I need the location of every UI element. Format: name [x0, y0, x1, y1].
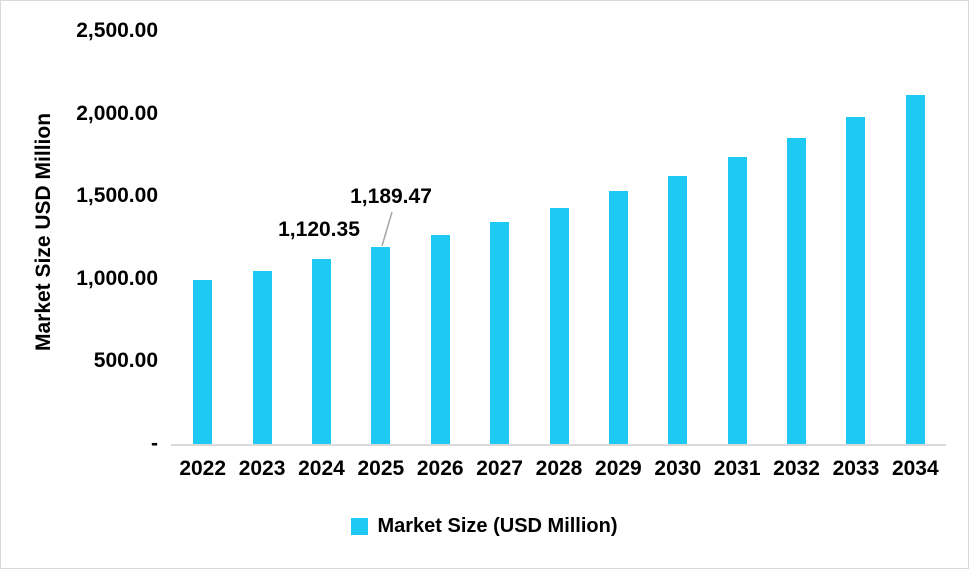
- y-tick-label: 500.00: [93, 349, 158, 373]
- bar-2022: [193, 279, 213, 444]
- x-tick-label-2026: 2026: [416, 457, 464, 480]
- y-tick-label: 1,500.00: [76, 184, 158, 208]
- bar-2029: [608, 191, 628, 444]
- legend: Market Size (USD Million): [1, 515, 968, 538]
- y-tick-label: 2,500.00: [76, 19, 158, 42]
- bar-2030: [668, 175, 688, 444]
- x-tick-label-2027: 2027: [476, 457, 523, 480]
- bar-2023: [252, 270, 272, 444]
- legend-swatch-icon: [351, 518, 369, 535]
- x-axis-line: [171, 444, 946, 446]
- y-tick-label: 1,000.00: [76, 266, 158, 290]
- data-label-2024: 1,120.35: [278, 218, 360, 241]
- x-tick-label-2025: 2025: [357, 457, 405, 480]
- leader-line: [381, 211, 393, 247]
- x-tick-label-2034: 2034: [891, 457, 939, 480]
- x-tick-label-2031: 2031: [713, 457, 761, 480]
- bar-2028: [549, 207, 569, 444]
- bar-2025: [371, 247, 391, 444]
- bar-2026: [430, 235, 450, 444]
- y-axis-title: Market Size USD Million: [32, 112, 55, 352]
- x-tick-label-2032: 2032: [773, 457, 820, 480]
- x-tick-label-2024: 2024: [298, 457, 345, 480]
- x-tick-label-2028: 2028: [535, 457, 583, 480]
- x-tick-label-2022: 2022: [179, 457, 227, 480]
- y-tick-label: -: [151, 432, 158, 455]
- bar-2033: [846, 116, 866, 444]
- bar-2034: [905, 94, 925, 444]
- bar-2031: [727, 157, 747, 444]
- bar-2032: [787, 138, 807, 444]
- legend-label: Market Size (USD Million): [377, 515, 618, 537]
- x-tick-label-2033: 2033: [832, 457, 880, 480]
- bar-2027: [490, 221, 510, 444]
- x-tick-label-2023: 2023: [238, 457, 286, 480]
- x-tick-label-2030: 2030: [654, 457, 702, 480]
- data-label-2025: 1,189.47: [350, 185, 432, 208]
- y-tick-label: 2,000.00: [76, 101, 158, 125]
- x-tick-label-2029: 2029: [595, 457, 642, 480]
- bar-2024: [311, 258, 331, 444]
